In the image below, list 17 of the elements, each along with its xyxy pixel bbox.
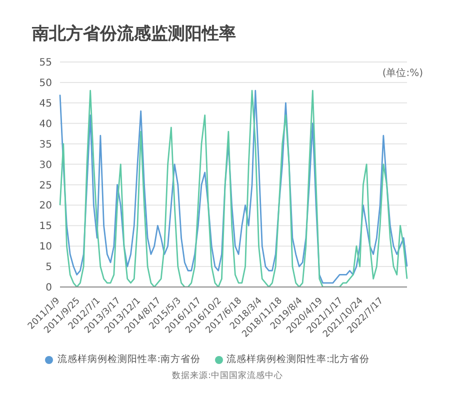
legend-label: 流感样病例检测阳性率:南方省份 — [56, 353, 200, 366]
y-tick-label: 5 — [46, 262, 52, 274]
y-tick-label: 35 — [39, 139, 52, 150]
y-tick-label: 15 — [39, 221, 52, 232]
y-tick-label: 30 — [39, 160, 52, 171]
y-tick-label: 55 — [39, 58, 52, 69]
y-tick-label: 10 — [39, 242, 52, 253]
source-note: 数据来源:中国国家流感中心 — [171, 370, 284, 382]
y-tick-label: 25 — [39, 180, 52, 192]
y-tick-label: 20 — [39, 200, 52, 212]
y-tick-label: 45 — [39, 98, 52, 110]
annotation: (单位:%) — [382, 66, 423, 80]
y-tick-label: 50 — [39, 78, 52, 90]
legend-label: 流感样病例检测阳性率:北方省份 — [226, 353, 370, 366]
chart-title: 南北方省份流感监测阳性率 — [31, 23, 237, 46]
y-tick-label: 40 — [39, 118, 52, 130]
y-tick-label: 0 — [46, 282, 52, 294]
